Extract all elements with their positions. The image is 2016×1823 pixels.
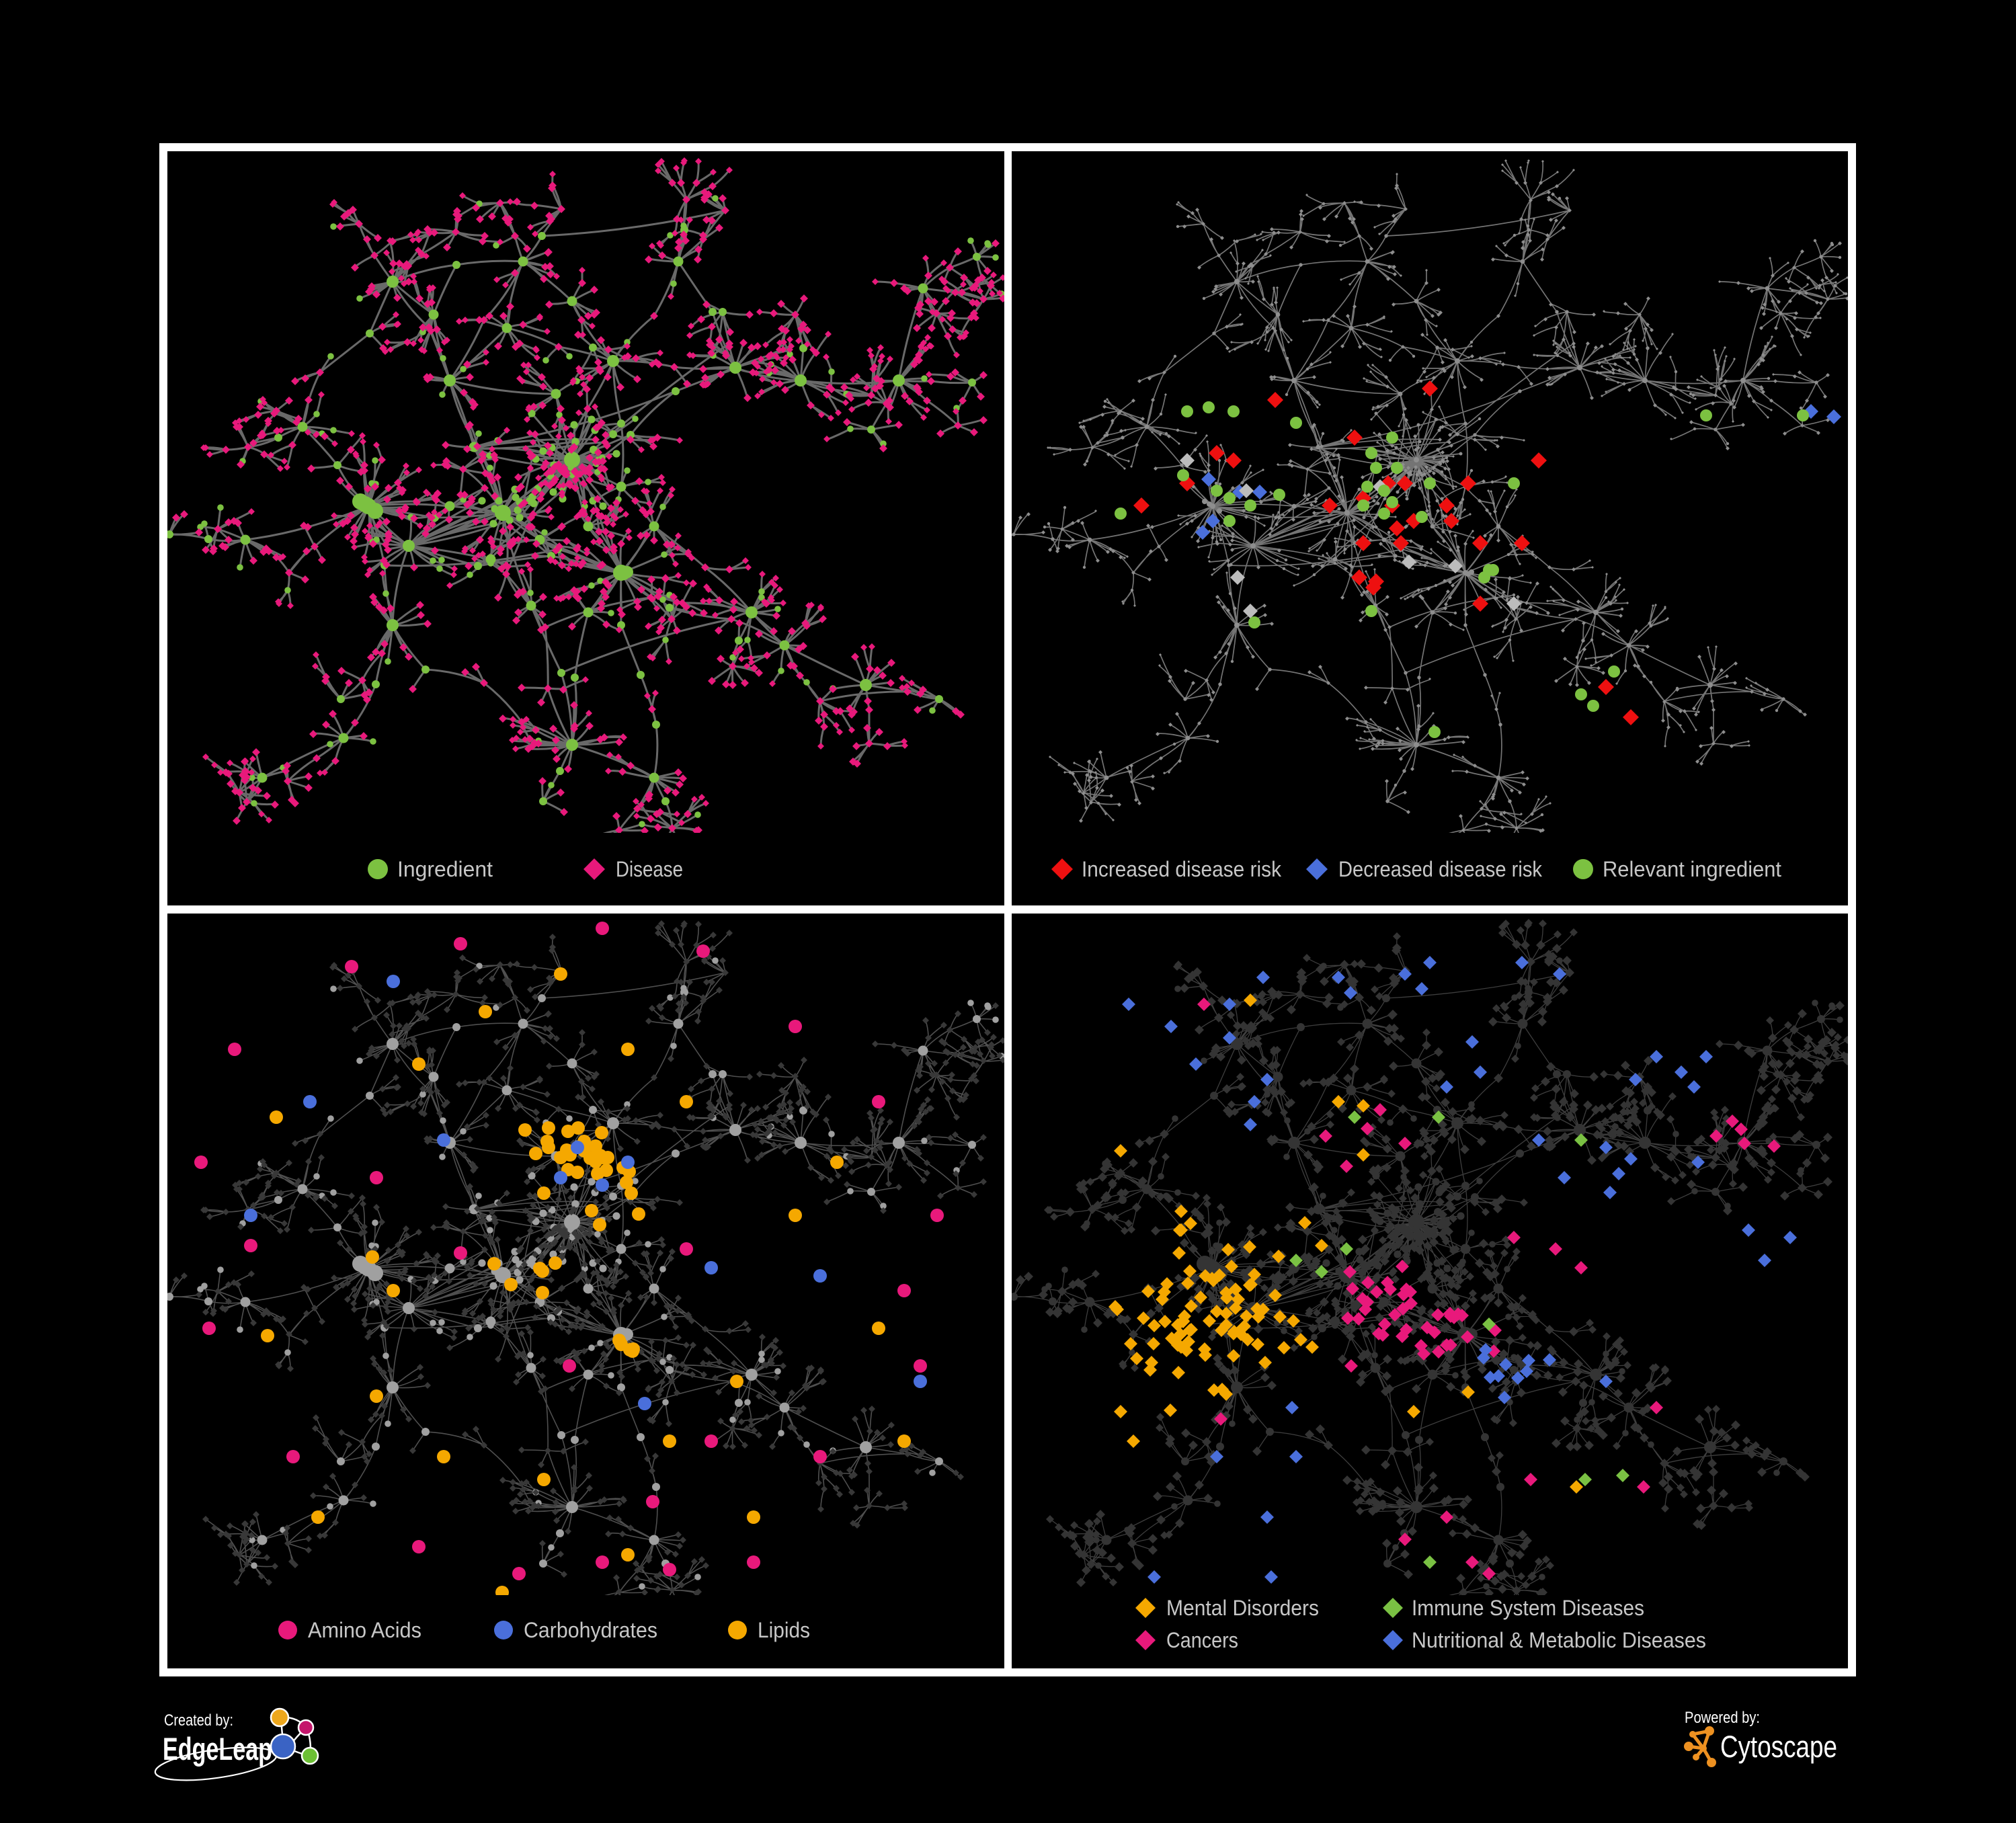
svg-text:Carbohydrates: Carbohydrates — [524, 1618, 657, 1642]
svg-text:Immune System Diseases: Immune System Diseases — [1412, 1596, 1644, 1620]
svg-text:Cancers: Cancers — [1166, 1628, 1238, 1652]
svg-text:Amino Acids: Amino Acids — [308, 1618, 421, 1642]
svg-text:Cytoscape: Cytoscape — [1720, 1730, 1837, 1764]
svg-text:Decreased disease risk: Decreased disease risk — [1338, 857, 1543, 881]
svg-text:Ingredient: Ingredient — [397, 857, 493, 881]
svg-text:EdgeLeap: EdgeLeap — [163, 1731, 272, 1767]
svg-text:Relevant ingredient: Relevant ingredient — [1603, 857, 1781, 881]
svg-text:Increased disease risk: Increased disease risk — [1082, 857, 1282, 881]
svg-text:Disease: Disease — [616, 857, 683, 881]
svg-text:Mental Disorders: Mental Disorders — [1166, 1596, 1319, 1620]
svg-text:Lipids: Lipids — [758, 1618, 810, 1642]
svg-text:Nutritional & Metabolic Diseas: Nutritional & Metabolic Diseases — [1412, 1628, 1706, 1652]
svg-text:Created by:: Created by: — [164, 1711, 233, 1730]
svg-text:Powered by:: Powered by: — [1685, 1709, 1760, 1727]
